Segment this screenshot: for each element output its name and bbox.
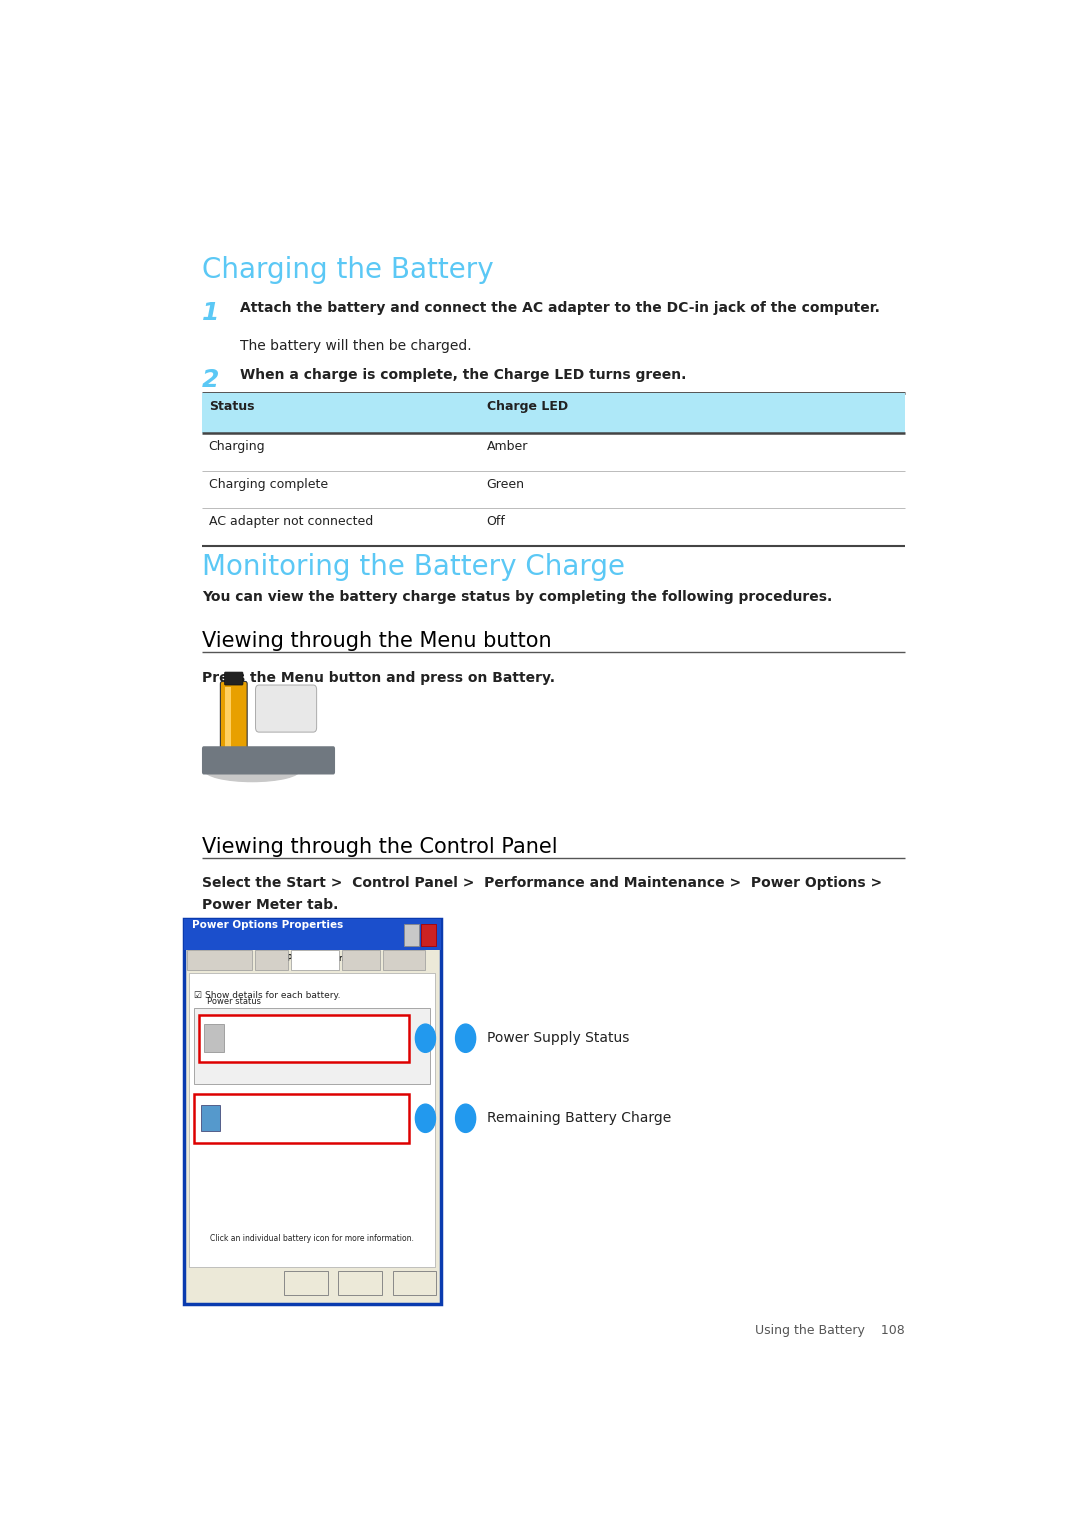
Text: Charging complete: Charging complete — [208, 479, 328, 491]
Ellipse shape — [204, 749, 300, 775]
FancyBboxPatch shape — [225, 688, 231, 751]
Text: Power Options Properties: Power Options Properties — [192, 920, 343, 930]
Text: 1: 1 — [422, 1034, 429, 1043]
FancyBboxPatch shape — [194, 1008, 430, 1084]
Text: Power Meter tab.: Power Meter tab. — [202, 898, 338, 913]
FancyBboxPatch shape — [393, 1271, 436, 1295]
Text: 1: 1 — [202, 301, 219, 326]
Text: ?: ? — [408, 930, 415, 940]
FancyBboxPatch shape — [220, 682, 247, 757]
Text: Battery Capacity: Battery Capacity — [228, 755, 310, 766]
FancyBboxPatch shape — [382, 950, 424, 969]
Text: Status: Status — [208, 401, 254, 413]
FancyBboxPatch shape — [199, 1015, 408, 1061]
Text: ☑ Show details for each battery.: ☑ Show details for each battery. — [194, 991, 341, 1000]
Text: Power Meter: Power Meter — [287, 954, 342, 963]
FancyBboxPatch shape — [291, 950, 339, 969]
Text: Apply: Apply — [402, 1278, 428, 1287]
Text: 2: 2 — [462, 1113, 469, 1124]
FancyBboxPatch shape — [256, 685, 316, 732]
Text: Current power source:: Current power source: — [230, 1026, 315, 1035]
FancyBboxPatch shape — [194, 1093, 408, 1144]
Text: Using the Battery    108: Using the Battery 108 — [755, 1324, 905, 1338]
FancyBboxPatch shape — [338, 1271, 382, 1295]
Text: Off: Off — [486, 515, 505, 529]
Text: Monitoring the Battery Charge: Monitoring the Battery Charge — [202, 553, 625, 581]
Text: Charging: Charging — [208, 440, 266, 453]
Text: Green: Green — [486, 479, 525, 491]
Text: Total battery power remaining:: Total battery power remaining: — [230, 1043, 349, 1052]
FancyBboxPatch shape — [284, 1271, 327, 1295]
Text: 90%: 90% — [268, 702, 305, 716]
FancyBboxPatch shape — [187, 950, 253, 969]
FancyBboxPatch shape — [202, 393, 905, 433]
Ellipse shape — [204, 758, 300, 781]
Text: Power status: Power status — [207, 997, 261, 1006]
FancyBboxPatch shape — [189, 974, 434, 1266]
Text: Power Supply Status: Power Supply Status — [486, 1031, 629, 1046]
Text: The battery will then be charged.: The battery will then be charged. — [240, 339, 471, 353]
Text: OK: OK — [299, 1278, 312, 1287]
FancyBboxPatch shape — [184, 919, 441, 950]
Text: Cancel: Cancel — [345, 1278, 376, 1287]
Text: 1: 1 — [462, 1034, 469, 1043]
Circle shape — [416, 1104, 435, 1133]
Text: AC adapter not connected: AC adapter not connected — [208, 515, 373, 529]
Text: Power Schemes: Power Schemes — [190, 954, 249, 963]
Text: You can view the battery charge status by completing the following procedures.: You can view the battery charge status b… — [202, 590, 833, 604]
Text: Amber: Amber — [486, 440, 528, 453]
FancyBboxPatch shape — [225, 673, 243, 685]
FancyBboxPatch shape — [421, 924, 436, 946]
Text: Remaining Battery Charge: Remaining Battery Charge — [486, 1112, 671, 1125]
Text: Charge LED: Charge LED — [486, 401, 568, 413]
FancyBboxPatch shape — [201, 1105, 219, 1131]
Text: Advanced: Advanced — [342, 954, 380, 963]
Text: Select the Start >  Control Panel >  Performance and Maintenance >  Power Option: Select the Start > Control Panel > Perfo… — [202, 876, 882, 890]
Text: When a charge is complete, the Charge LED turns green.: When a charge is complete, the Charge LE… — [240, 368, 686, 382]
FancyBboxPatch shape — [184, 919, 441, 1304]
Text: 2: 2 — [202, 368, 219, 393]
Text: 100%: 100% — [228, 1113, 249, 1122]
Text: Viewing through the Control Panel: Viewing through the Control Panel — [202, 836, 557, 856]
Text: Hibernate: Hibernate — [384, 954, 422, 963]
FancyBboxPatch shape — [204, 1024, 224, 1052]
Text: Viewing through the Menu button: Viewing through the Menu button — [202, 631, 552, 651]
Circle shape — [416, 1024, 435, 1052]
Text: AC power: AC power — [299, 1026, 336, 1035]
FancyBboxPatch shape — [255, 950, 288, 969]
FancyBboxPatch shape — [404, 924, 419, 946]
Text: #1: #1 — [199, 1098, 210, 1102]
FancyBboxPatch shape — [341, 950, 380, 969]
Text: Press the Menu button and press on Battery.: Press the Menu button and press on Batte… — [202, 671, 555, 685]
Circle shape — [456, 1104, 475, 1133]
Text: Alarms: Alarms — [258, 954, 285, 963]
FancyBboxPatch shape — [202, 746, 335, 775]
Text: Click an individual battery icon for more information.: Click an individual battery icon for mor… — [211, 1234, 414, 1243]
Text: 100%: 100% — [315, 1043, 337, 1052]
Circle shape — [456, 1024, 475, 1052]
Text: 2: 2 — [422, 1113, 429, 1124]
Text: Attach the battery and connect the AC adapter to the DC-in jack of the computer.: Attach the battery and connect the AC ad… — [240, 301, 879, 315]
Text: Charging the Battery: Charging the Battery — [202, 257, 494, 284]
Text: X: X — [426, 930, 432, 940]
